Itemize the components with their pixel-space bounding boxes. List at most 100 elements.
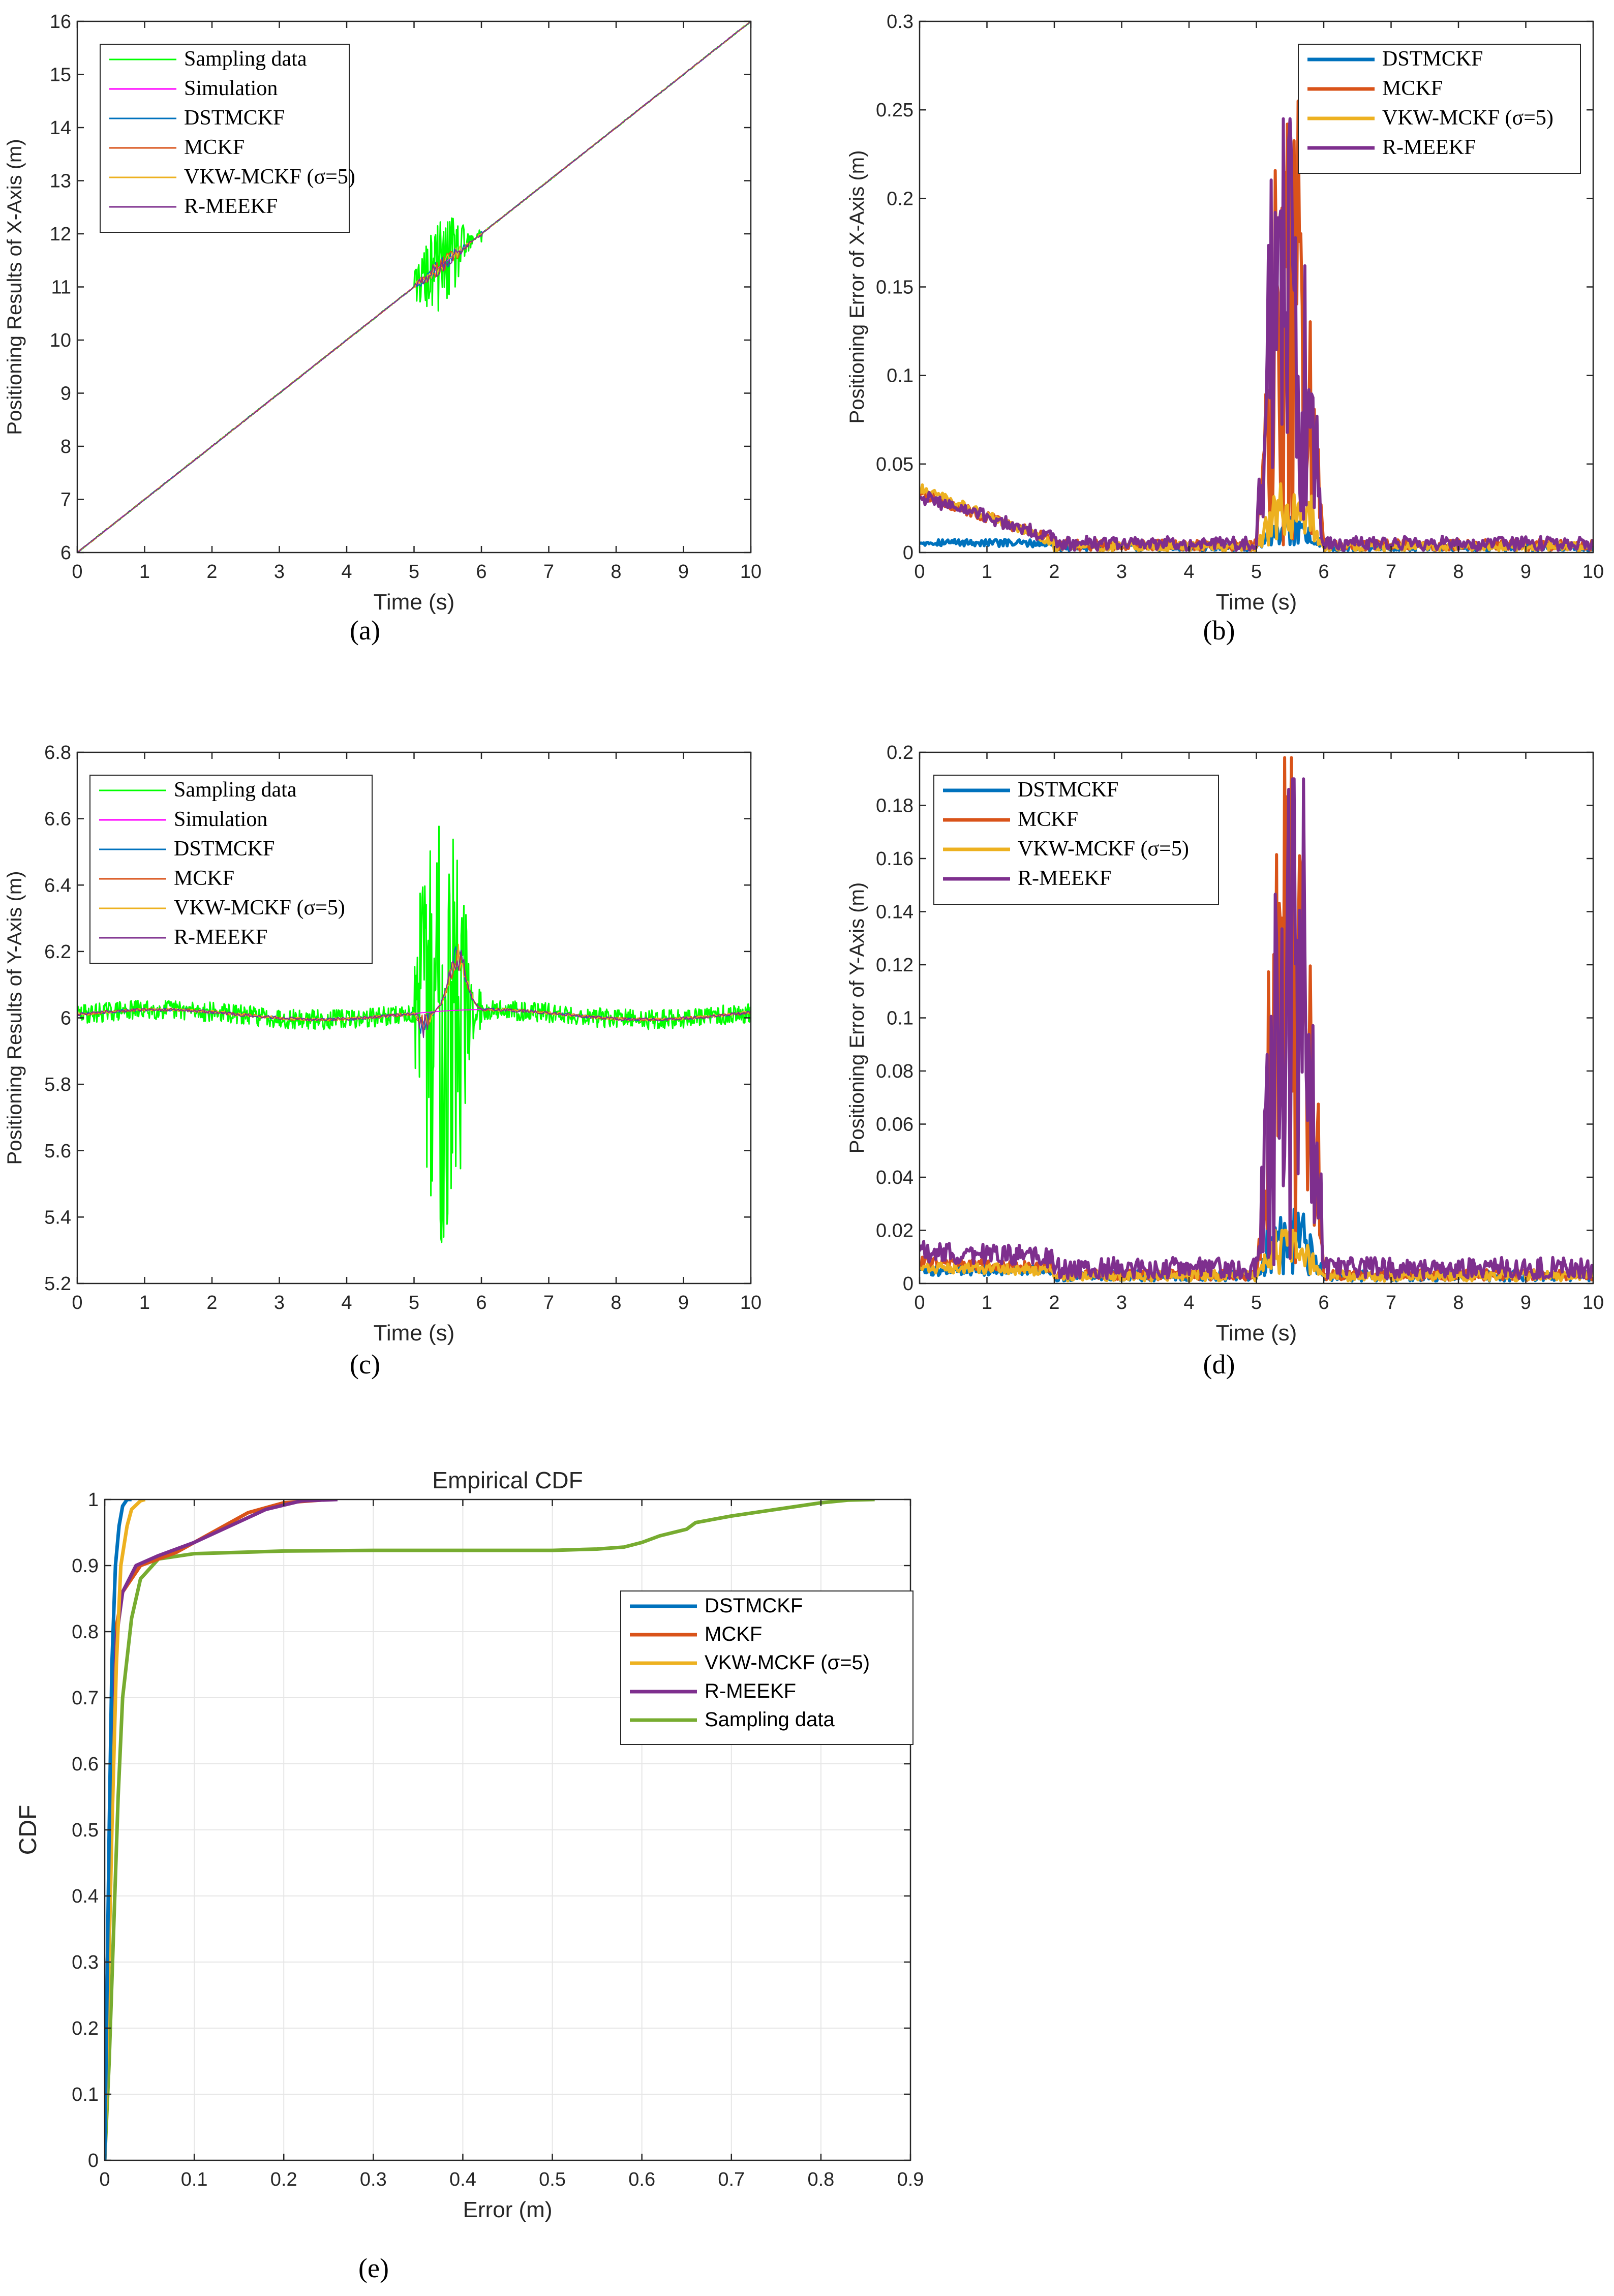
x-tick-label: 0 — [72, 1292, 82, 1313]
series-line-rmeekf — [77, 950, 751, 1038]
cdf-line-sampling_cdf — [105, 1499, 875, 2160]
y-tick-label: 0.3 — [887, 11, 913, 33]
y-tick-label: 0.7 — [72, 1688, 99, 1709]
x-tick-label: 7 — [1386, 561, 1396, 583]
legend-label: Simulation — [174, 808, 267, 831]
x-tick-label: 10 — [740, 561, 762, 583]
chart-d: 0 1 2 3 4 5 6 7 8 9 10 0 0.02 0.04 0.06 0.08 0.1 0.12 0.14… — [846, 742, 1604, 1380]
x-axis-label: Error (m) — [463, 2197, 553, 2222]
y-tick-label: 0.4 — [72, 1886, 99, 1907]
legend: DSTMCKF MCKF VKW-MCKF (σ=5) R-MEEKF — [1298, 44, 1581, 174]
x-tick-label: 3 — [1116, 1292, 1127, 1313]
y-axis-label: Positioning Results of Y-Axis (m) — [4, 871, 26, 1165]
y-tick-label: 6.4 — [44, 875, 71, 896]
series-group — [920, 756, 1593, 1283]
x-tick-label: 6 — [476, 561, 486, 583]
x-tick-label: 4 — [1183, 1292, 1194, 1313]
x-tick-label: 6 — [1318, 1292, 1329, 1313]
legend: DSTMCKF MCKF VKW-MCKF (σ=5) R-MEEKF Sampling… — [620, 1590, 913, 1745]
x-tick-label: 10 — [740, 1292, 762, 1313]
y-tick-label: 11 — [51, 277, 71, 298]
x-tick-label: 9 — [1520, 1292, 1531, 1313]
legend: Sampling data Simulation DSTMCKF MCKF VKW-MC… — [89, 775, 373, 964]
y-tick-label: 12 — [50, 224, 71, 245]
x-tick-label: 9 — [678, 561, 689, 583]
y-tick-label: 0 — [903, 1273, 913, 1295]
y-tick-label: 15 — [50, 65, 71, 86]
x-tick-label: 1 — [139, 1292, 150, 1313]
x-tick-label: 5 — [1251, 561, 1262, 583]
x-tick-label: 6 — [476, 1292, 486, 1313]
x-tick-label: 8 — [1453, 1292, 1464, 1313]
x-tick-label: 8 — [611, 561, 621, 583]
x-tick-label: 3 — [1116, 561, 1127, 583]
y-tick-label: 0.1 — [887, 1008, 913, 1029]
y-tick-label: 0 — [88, 2150, 99, 2171]
legend-label: VKW-MCKF (σ=5) — [705, 1651, 870, 1674]
x-tick-label: 4 — [341, 1292, 352, 1313]
y-tick-label: 5.8 — [44, 1074, 71, 1095]
x-tick-label: 9 — [1520, 561, 1531, 583]
x-tick-label: 5 — [409, 1292, 419, 1313]
y-tick-label: 10 — [50, 330, 71, 351]
x-tick-label: 0 — [99, 2169, 110, 2190]
series-line-sampling — [77, 825, 751, 1243]
legend: Sampling data Simulation DSTMCKF MCKF VKW-MC… — [100, 44, 355, 233]
x-axis-label: Time (s) — [374, 590, 455, 615]
series-line-rmeekf — [920, 117, 1593, 552]
y-tick-label: 0.06 — [876, 1114, 913, 1136]
y-tick-label: 0.9 — [72, 1555, 99, 1577]
legend-label: DSTMCKF — [1018, 778, 1118, 802]
y-tick-label: 6.8 — [44, 742, 71, 763]
legend-label: Simulation — [184, 77, 278, 100]
legend-label: VKW-MCKF (σ=5) — [174, 896, 345, 920]
x-tick-label: 0.7 — [718, 2169, 745, 2190]
legend-label: DSTMCKF — [1382, 47, 1483, 71]
chart-title: Empirical CDF — [432, 1467, 583, 1493]
y-tick-label: 0.6 — [72, 1754, 99, 1775]
y-axis-label: Positioning Error of X-Axis (m) — [846, 150, 868, 424]
x-tick-label: 2 — [1049, 1292, 1059, 1313]
y-axis-label: CDF — [15, 1805, 42, 1855]
x-axis-label: Time (s) — [374, 1321, 455, 1345]
y-tick-label: 6.2 — [44, 941, 71, 963]
y-tick-label: 7 — [60, 489, 71, 511]
legend-label: R-MEEKF — [174, 926, 267, 949]
y-tick-label: 0.2 — [72, 2018, 99, 2039]
legend-label: VKW-MCKF (σ=5) — [1382, 106, 1554, 130]
y-tick-label: 8 — [60, 436, 71, 457]
x-tick-label: 10 — [1582, 1292, 1604, 1313]
y-tick-label: 0.18 — [876, 795, 913, 817]
legend-label: Sampling data — [705, 1708, 835, 1731]
legend-label: R-MEEKF — [1382, 136, 1476, 159]
y-tick-label: 6.6 — [44, 809, 71, 830]
x-tick-label: 7 — [543, 1292, 554, 1313]
chart-c: 0 1 2 3 4 5 6 7 8 9 10 5.2 5.4 5.6 5.8 6 6.2 6.4 6.6 6.8 Tim… — [4, 742, 762, 1380]
x-tick-label: 4 — [341, 561, 352, 583]
x-tick-label: 0.3 — [360, 2169, 387, 2190]
y-axis-label: Positioning Results of X-Axis (m) — [4, 139, 26, 435]
y-tick-label: 0.12 — [876, 955, 913, 976]
legend-label: DSTMCKF — [174, 837, 275, 861]
x-tick-label: 0 — [914, 1292, 925, 1313]
x-tick-label: 1 — [139, 561, 150, 583]
x-tick-label: 7 — [1386, 1292, 1396, 1313]
series-group — [77, 825, 751, 1243]
y-tick-label: 6 — [60, 542, 71, 564]
x-tick-label: 0 — [914, 561, 925, 583]
x-tick-label: 0.5 — [539, 2169, 566, 2190]
legend-label: R-MEEKF — [705, 1680, 796, 1702]
x-tick-label: 2 — [206, 561, 217, 583]
y-tick-label: 5.6 — [44, 1141, 71, 1162]
x-tick-label: 5 — [409, 561, 419, 583]
legend-label: R-MEEKF — [184, 195, 278, 218]
chart-b: 0 1 2 3 4 5 6 7 8 9 10 0 0.05 0.1 0.15 0.2 0.25 0.3 Time (… — [846, 11, 1604, 646]
series-group — [77, 21, 751, 553]
y-tick-label: 9 — [60, 383, 71, 405]
y-tick-label: 0.1 — [887, 365, 913, 387]
y-tick-label: 5.4 — [44, 1207, 71, 1228]
x-tick-label: 7 — [543, 561, 554, 583]
x-axis-label: Time (s) — [1216, 590, 1297, 615]
